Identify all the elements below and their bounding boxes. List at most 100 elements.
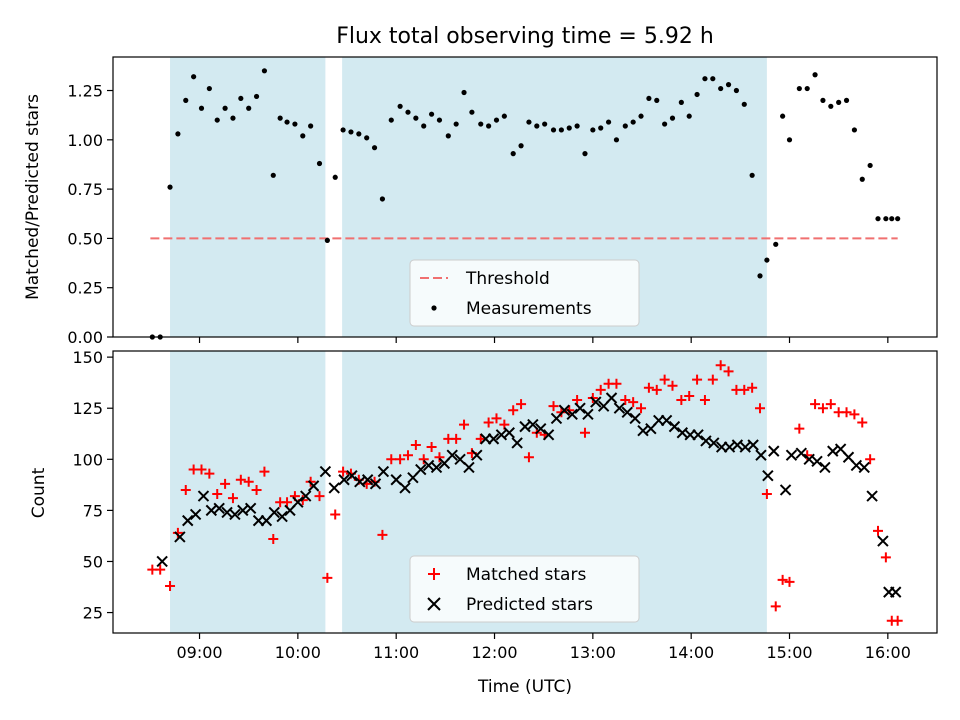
count-panel: 25 50 75 100 125 150 09:00 10:00 11:00 12:00 13:00… <box>72 348 938 662</box>
measurement-point <box>340 127 346 133</box>
measurement-point <box>222 105 228 111</box>
x-tick-label: 12:00 <box>471 643 517 662</box>
predicted-star-point <box>660 414 673 427</box>
measurement-point <box>453 121 459 127</box>
matched-star-point <box>386 454 397 465</box>
measurement-point <box>694 91 700 98</box>
matched-star-point <box>810 399 821 410</box>
measurement-point <box>764 257 770 263</box>
measurement-point <box>316 160 323 167</box>
predicted-star-point <box>811 455 823 468</box>
matched-star-point <box>204 468 215 479</box>
shaded-span <box>170 57 326 337</box>
predicted-star-point <box>795 447 808 459</box>
y-tick-label: 150 <box>72 348 103 367</box>
measurement-point <box>804 85 810 92</box>
predicted-star-point <box>566 408 578 421</box>
predicted-star-point <box>487 433 500 445</box>
matched-star-point <box>235 474 246 485</box>
predicted-star-point <box>755 449 767 461</box>
measurement-point <box>292 121 298 127</box>
measurement-point <box>371 145 378 151</box>
measurement-point <box>421 123 427 129</box>
matched-star-point <box>259 466 270 477</box>
predicted-star-point <box>471 449 483 461</box>
measurement-point <box>550 127 557 133</box>
matched-star-point <box>251 484 262 495</box>
measurement-point <box>622 123 628 129</box>
predicted-star-point <box>307 480 320 492</box>
y-tick-label: 125 <box>72 399 103 418</box>
legend-label: Measurements <box>466 299 592 319</box>
predicted-star-point <box>430 461 443 474</box>
measurement-point <box>253 93 260 100</box>
measurement-point <box>662 121 668 127</box>
measurement-point <box>786 137 793 143</box>
measurement-point <box>364 135 370 141</box>
predicted-star-point <box>415 463 427 476</box>
matched-star-point <box>739 384 750 395</box>
measurement-point <box>598 125 604 131</box>
measurement-point <box>757 273 763 279</box>
legend-matched-swatch <box>428 568 440 580</box>
predicted-star-point <box>346 469 358 482</box>
predicted-star-point <box>768 445 780 457</box>
predicted-star-point <box>361 474 374 486</box>
predicted-star-point <box>558 404 571 416</box>
measurement-point <box>478 121 484 127</box>
measurement-point <box>167 184 173 190</box>
matched-star-point <box>402 450 413 461</box>
matched-star-point <box>777 574 788 585</box>
measurement-point <box>356 131 362 137</box>
measurement-point <box>469 109 475 115</box>
measurement-point <box>206 85 212 92</box>
predicted-star-point <box>574 402 586 414</box>
matched-star-point <box>755 403 766 414</box>
matched-star-point <box>747 382 758 393</box>
matched-star-point <box>628 397 639 408</box>
predicted-star-point <box>338 474 350 486</box>
matched-star-point <box>483 417 494 428</box>
matched-star-point <box>692 374 703 385</box>
legend-box <box>409 259 640 327</box>
measurement-point <box>348 129 354 135</box>
measurement-point <box>867 162 873 169</box>
measurement-point <box>510 151 516 157</box>
predicted-star-point <box>319 465 332 478</box>
predicted-star-point <box>268 506 280 519</box>
measurement-point <box>238 95 244 102</box>
measurement-point <box>566 125 572 131</box>
measurement-point <box>324 237 330 243</box>
predicted-star-point <box>582 408 594 421</box>
predicted-star-point <box>463 461 475 474</box>
matched-star-point <box>227 493 238 504</box>
measurement-point <box>397 103 403 109</box>
measurement-point <box>198 105 205 111</box>
measurement-point <box>413 115 419 121</box>
matched-star-point <box>684 390 695 401</box>
predicted-star-point <box>785 449 798 461</box>
legend-box <box>409 555 640 623</box>
matched-star-point <box>377 529 388 540</box>
predicted-star-point <box>213 502 225 515</box>
chart-title: Flux total observing time = 5.92 h <box>336 24 714 49</box>
y-tick-label: 50 <box>83 552 103 571</box>
measurement-point <box>379 196 386 202</box>
matched-star-point <box>892 615 903 626</box>
measurement-point <box>461 89 467 96</box>
matched-star-point <box>165 581 176 591</box>
legend-label: Matched stars <box>466 565 586 585</box>
x-tick-label: 15:00 <box>766 643 812 662</box>
measurement-point <box>486 123 492 129</box>
predicted-star-point <box>454 453 466 466</box>
matched-star-point <box>451 433 462 444</box>
matched-star-point <box>459 419 470 430</box>
axes-frame <box>112 56 938 338</box>
matched-star-point <box>475 433 486 444</box>
predicted-star-point <box>858 461 870 474</box>
predicted-star-point <box>668 420 681 433</box>
top-y-axis-label: Matched/Predicted stars <box>23 94 43 300</box>
shaded-span <box>170 351 326 633</box>
measurement-point <box>605 119 612 125</box>
measurement-point <box>428 111 435 117</box>
